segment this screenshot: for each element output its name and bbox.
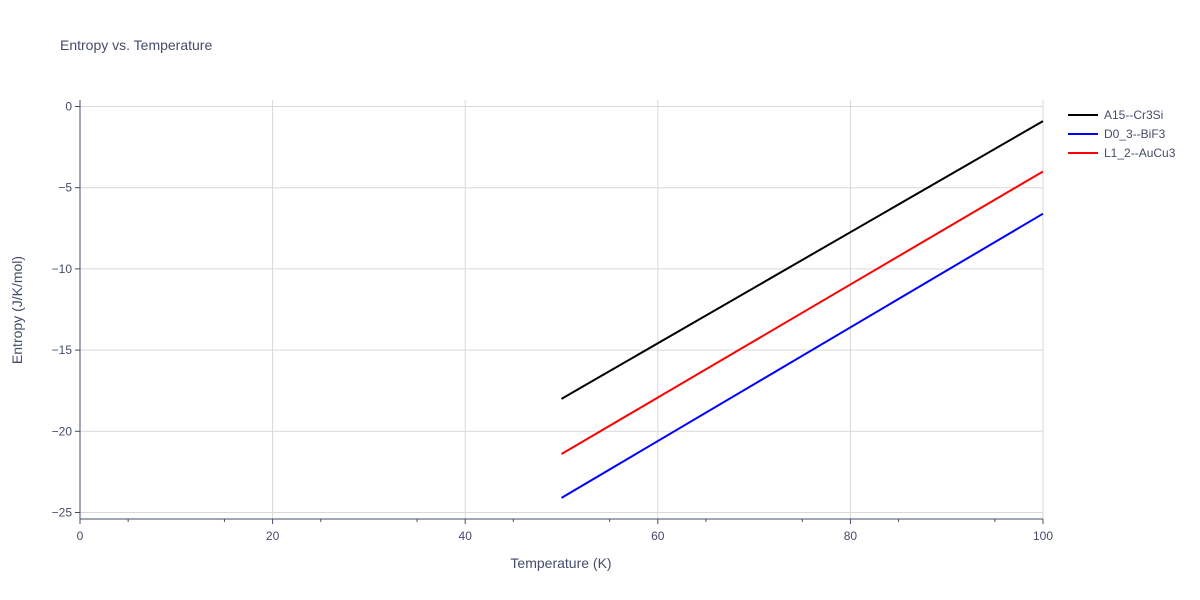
series-line-D0_3--BiF3 [560,212,1044,499]
x-tick-label: 100 [1033,529,1053,543]
series-line-L1_2--AuCu3 [560,170,1044,455]
grid [80,100,1044,519]
x-tick-label: 60 [651,529,665,543]
y-tick-label: −25 [52,506,73,520]
y-tick-label: 0 [65,99,72,113]
x-tick-label: 40 [459,529,473,543]
series-line-A15--Cr3Si [561,120,1044,400]
y-tick-label: −20 [52,424,73,438]
legend-label: L1_2--AuCu3 [1104,146,1176,160]
chart-title: Entropy vs. Temperature [60,37,212,53]
x-axis-title: Temperature (K) [510,555,611,571]
y-tick-label: −5 [58,181,72,195]
legend-label: A15--Cr3Si [1104,108,1163,122]
x-tick-label: 0 [77,529,84,543]
x-tick-label: 20 [266,529,280,543]
legend-item[interactable]: A15--Cr3Si [1068,108,1163,122]
legend-label: D0_3--BiF3 [1104,127,1166,141]
series-lines [560,120,1044,499]
legend[interactable]: A15--Cr3Si D0_3--BiF3 L1_2--AuCu3 [1068,108,1176,160]
y-tick-label: −10 [52,262,73,276]
y-axis-title: Entropy (J/K/mol) [9,256,25,364]
y-tick-label: −15 [52,343,73,357]
x-tick-label: 80 [844,529,858,543]
axes: 0 −5 −10 −15 −20 −25 0 20 40 60 80 100 [52,99,1054,543]
legend-item[interactable]: D0_3--BiF3 [1068,127,1166,141]
legend-item[interactable]: L1_2--AuCu3 [1068,146,1176,160]
